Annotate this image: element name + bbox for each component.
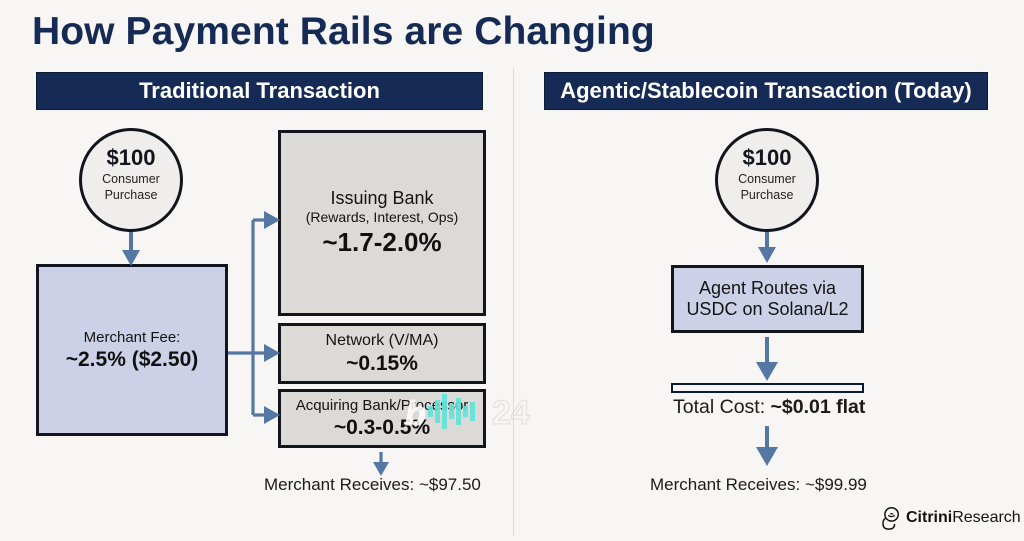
svg-text:24: 24 (492, 394, 530, 432)
